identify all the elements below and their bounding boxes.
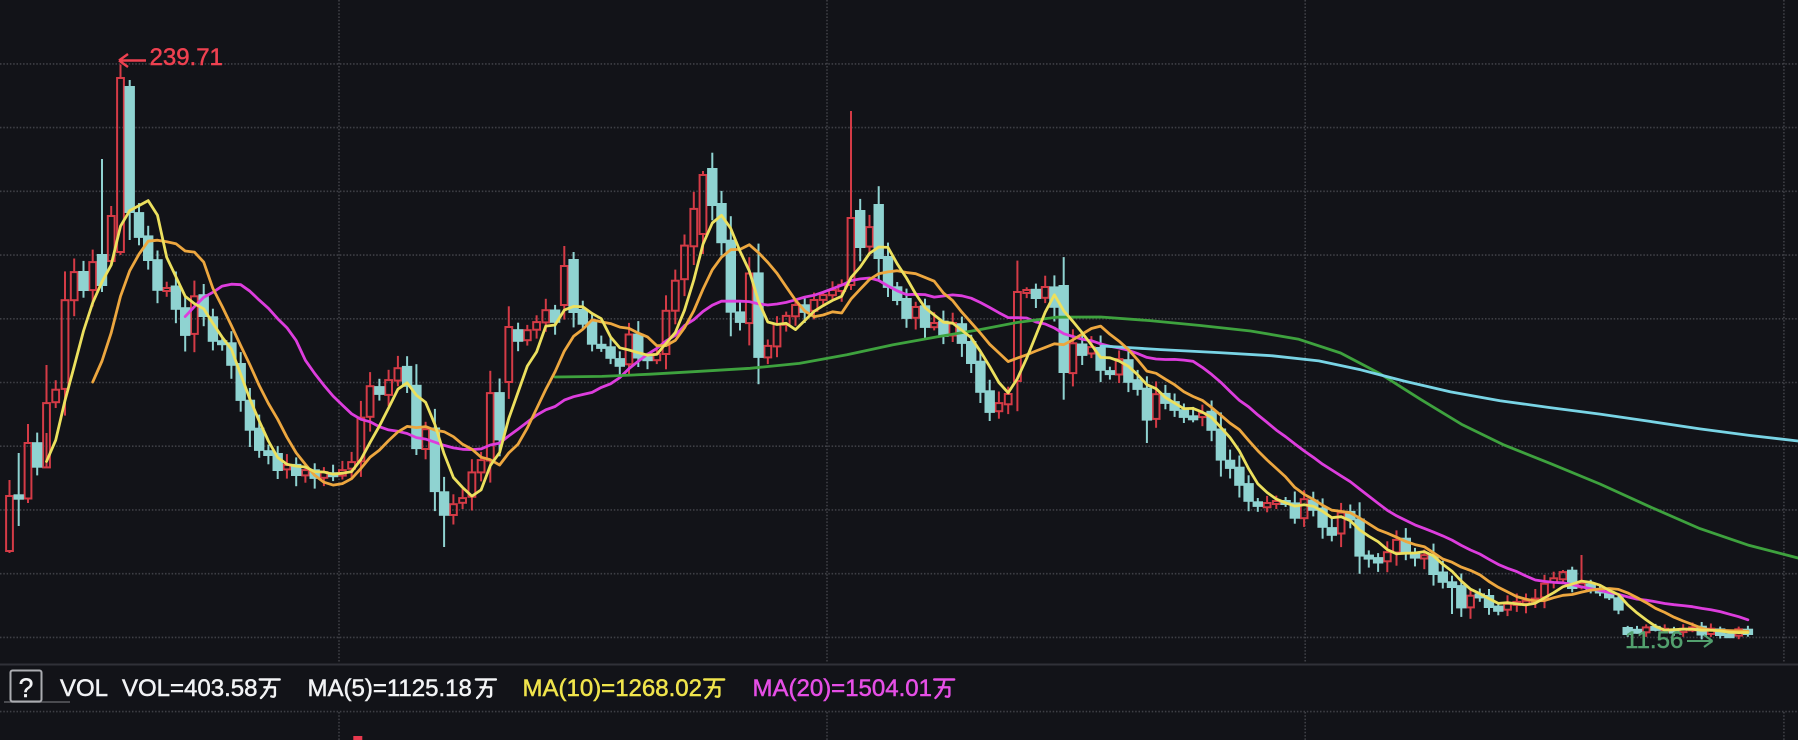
svg-text:MA(10)=1268.02: MA(10)=1268.02 xyxy=(523,675,702,702)
svg-text:MA(20)=1504.01: MA(20)=1504.01 xyxy=(753,675,932,702)
svg-text:11.56: 11.56 xyxy=(1625,627,1683,654)
svg-text:239.71: 239.71 xyxy=(150,44,223,71)
svg-text:VOL: VOL xyxy=(60,675,108,702)
svg-text:?: ? xyxy=(19,673,34,703)
svg-text:MA(5)=1125.18: MA(5)=1125.18 xyxy=(308,675,472,702)
svg-text:VOL=403.58: VOL=403.58 xyxy=(122,675,257,702)
